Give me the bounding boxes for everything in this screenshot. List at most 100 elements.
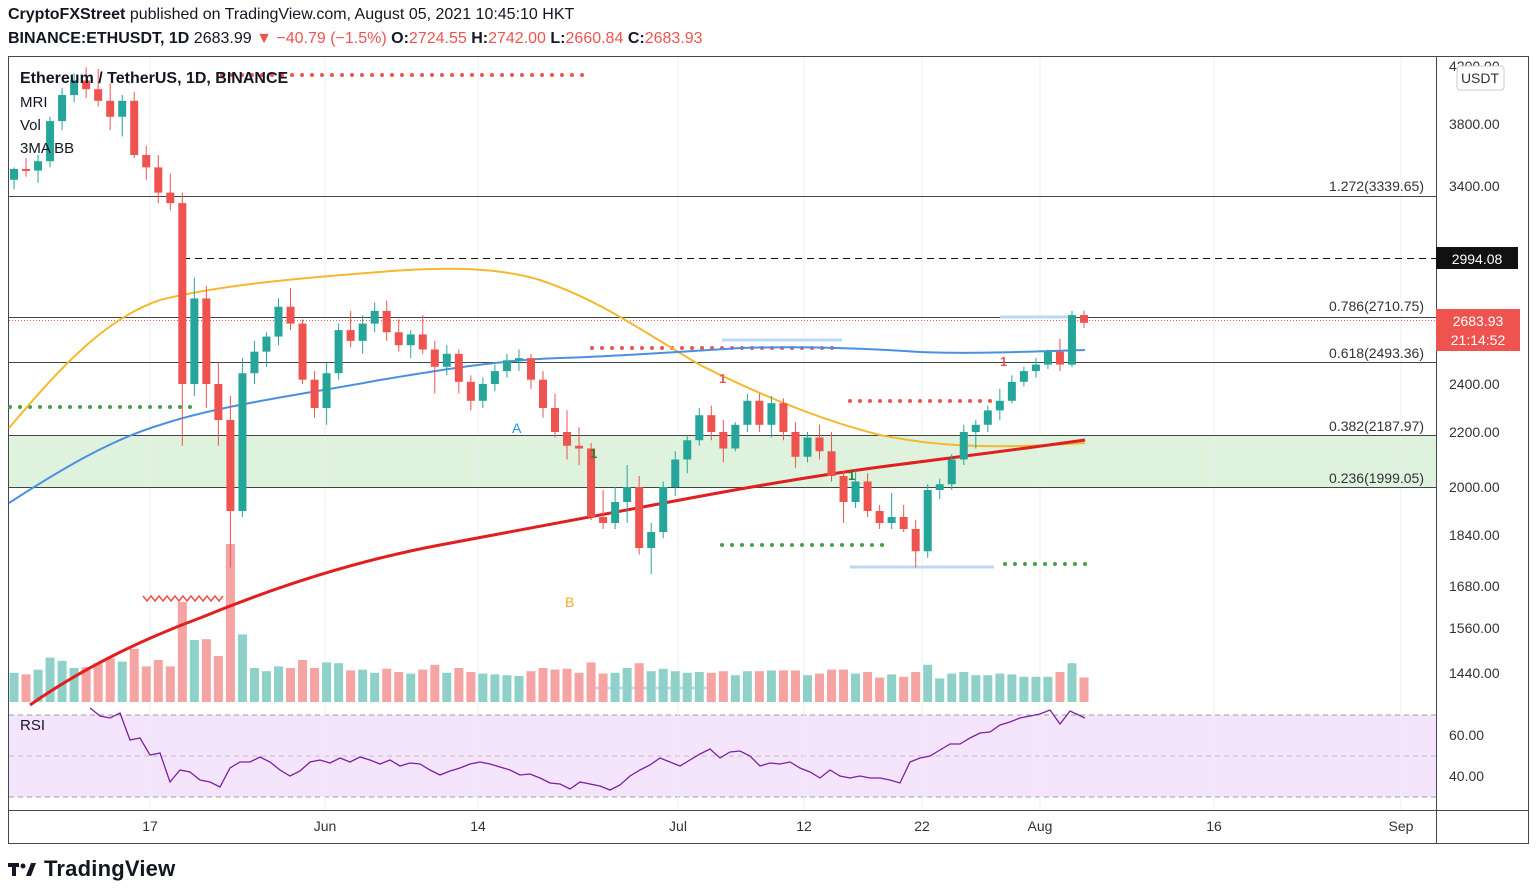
candle: [190, 277, 199, 396]
volume-bar: [586, 662, 596, 702]
volume-bar: [947, 673, 957, 702]
high-label: H:: [471, 30, 489, 47]
volume-bar: [815, 673, 825, 702]
down-arrow-icon: ▼: [256, 30, 272, 47]
candle-body: [983, 410, 992, 425]
x-tick-17: 17: [142, 818, 158, 834]
candle: [70, 73, 79, 103]
ohlc-line: BINANCE:ETHUSDT, 1D 2683.99 ▼ −40.79 (−1…: [8, 30, 703, 48]
candle-body: [899, 517, 908, 529]
candle-body: [875, 511, 884, 523]
legend-mri[interactable]: MRI: [20, 94, 48, 111]
candle: [851, 470, 860, 508]
volume-bar: [93, 663, 103, 702]
candle: [406, 330, 415, 359]
volume-bar: [177, 602, 187, 702]
candle: [250, 340, 259, 384]
candle-body: [238, 373, 247, 511]
candle: [454, 349, 463, 394]
candle-body: [202, 298, 211, 384]
volume-bar: [346, 670, 356, 702]
currency-badge[interactable]: [1456, 65, 1505, 91]
candle-body: [526, 358, 535, 380]
candle-body: [647, 532, 656, 548]
candle-body: [370, 310, 379, 324]
candle: [863, 473, 872, 517]
candle: [971, 420, 980, 449]
candle-body: [514, 358, 523, 361]
candle-body: [310, 379, 319, 408]
candle: [1055, 338, 1064, 372]
candle: [322, 362, 331, 425]
candle-body: [947, 459, 956, 485]
tradingview-logo[interactable]: TradingView: [8, 856, 175, 882]
candle: [647, 523, 656, 574]
ma-orange: [8, 267, 1086, 448]
candle: [46, 116, 55, 168]
y-tick-2400: 2400.00: [1449, 376, 1500, 392]
volume-bar: [682, 672, 692, 702]
y-tick-2200: 2200.00: [1449, 424, 1500, 440]
candle-body: [94, 89, 103, 101]
volume-bar: [286, 668, 296, 702]
candle: [394, 319, 403, 352]
volume-bar: [358, 669, 368, 702]
candle-body: [971, 424, 980, 432]
candle-body: [839, 476, 848, 502]
legend-3mabb[interactable]: 3MA BB: [20, 140, 75, 157]
candle: [611, 487, 620, 529]
candle: [118, 95, 127, 137]
candle-body: [779, 403, 788, 432]
legend-title: Ethereum / TetherUS, 1D, BINANCE: [20, 70, 289, 87]
volume-bar: [694, 672, 704, 702]
x-tick-22: 22: [914, 818, 930, 834]
volume-bar: [598, 673, 608, 702]
candle: [707, 405, 716, 441]
volume-bar: [322, 662, 332, 702]
volume-bar: [610, 672, 620, 702]
publisher-name[interactable]: CryptoFXStreet: [8, 6, 126, 23]
volume-bar: [57, 660, 67, 702]
volume-bar: [514, 676, 524, 702]
candle: [358, 315, 367, 354]
candle: [34, 155, 43, 183]
legend-vol[interactable]: Vol: [20, 117, 41, 134]
candle-body: [599, 517, 608, 523]
volume-bar: [839, 669, 849, 702]
ma-red: [29, 438, 1086, 707]
volume-bar: [382, 668, 392, 702]
volume-bar: [394, 672, 404, 702]
candle-body: [250, 351, 259, 374]
volume-bar: [261, 671, 271, 702]
candle-body: [82, 80, 91, 90]
candle-body: [298, 323, 307, 380]
volume-bar: [802, 675, 812, 702]
candle: [334, 323, 343, 380]
candle: [923, 484, 932, 558]
candle-body: [274, 306, 283, 337]
volume-bar: [899, 676, 909, 702]
fib-1272: 1.272(3339.65): [1329, 178, 1424, 194]
candle: [731, 422, 740, 452]
volume-bar: [69, 668, 79, 702]
y-tick-1680: 1680.00: [1449, 578, 1500, 594]
candle-body: [803, 437, 812, 457]
annotation-a: A: [512, 420, 522, 436]
volume-bar: [526, 671, 536, 702]
candle: [214, 362, 223, 446]
annotation-1-green-a: 1: [590, 446, 597, 461]
candle-body: [827, 451, 836, 476]
candle: [695, 408, 704, 446]
volume-bar: [1043, 676, 1053, 702]
candle: [911, 520, 920, 568]
volume-bar: [827, 669, 837, 702]
price-label: 2683.93: [1453, 313, 1504, 329]
candle-body: [923, 490, 932, 552]
volume-bar: [995, 673, 1005, 702]
candle: [10, 167, 18, 190]
candle-body: [130, 100, 139, 155]
candle: [1019, 366, 1028, 387]
candle: [538, 371, 547, 418]
candle-body: [887, 517, 896, 523]
